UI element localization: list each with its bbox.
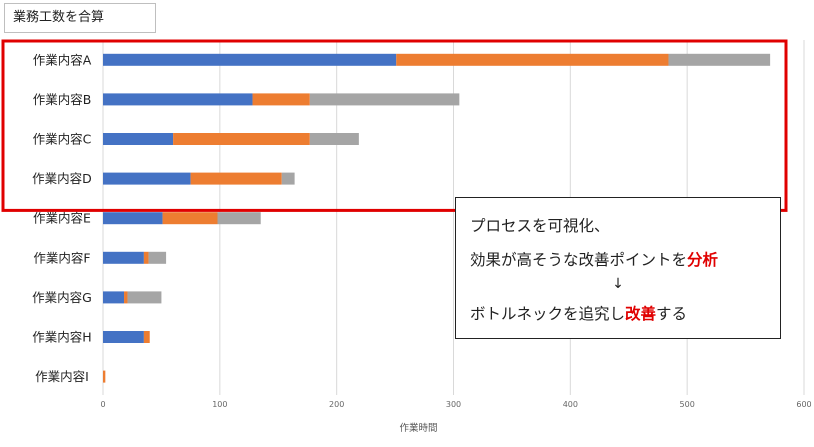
bar-series <box>103 53 771 383</box>
category-label: 作業内容I <box>35 369 89 384</box>
category-label: 作業内容G <box>32 290 92 305</box>
bar-segment-series-3 <box>148 251 167 264</box>
x-tick-label: 0 <box>100 400 105 409</box>
title-box: 業務工数を合算 <box>4 3 156 33</box>
bar-segment-series-2 <box>143 251 149 264</box>
category-label: 作業内容C <box>33 132 92 147</box>
bar-segment-series-2 <box>396 53 669 66</box>
bar-segment-series-3 <box>309 93 460 106</box>
bar-segment-series-2 <box>190 172 282 185</box>
callout-line-4: ボトルネックを追究し改善する <box>470 302 687 324</box>
bar-segment-series-1 <box>103 93 253 106</box>
bar-segment-series-3 <box>127 291 162 304</box>
bar-segment-series-1 <box>103 212 163 225</box>
category-label: 作業内容A <box>33 52 92 67</box>
bar-segment-series-1 <box>103 53 397 66</box>
category-label: 作業内容E <box>33 211 91 226</box>
bar-segment-series-1 <box>103 331 144 343</box>
bar-segment-series-3 <box>309 133 359 145</box>
callout-line-2: 効果が高そうな改善ポイントを分析 <box>470 248 718 270</box>
category-label: 作業内容H <box>32 330 91 345</box>
bar-segment-series-3 <box>668 53 771 66</box>
x-tick-label: 100 <box>212 400 227 409</box>
x-axis-title: 作業時間 <box>399 422 437 434</box>
bar-segment-series-3 <box>281 172 295 185</box>
category-label: 作業内容B <box>33 92 92 107</box>
callout-highlight-analysis: 分析 <box>687 251 719 269</box>
x-tick-labels: 0 100 200 300 400 500 600 <box>100 400 811 409</box>
x-tick-label: 300 <box>446 400 461 409</box>
bar-segment-series-1 <box>103 291 125 304</box>
x-tick-label: 200 <box>329 400 344 409</box>
x-tick-label: 600 <box>796 400 811 409</box>
category-label: 作業内容F <box>33 250 90 265</box>
highlight-box <box>1 39 788 212</box>
callout-box: プロセスを可視化、 効果が高そうな改善ポイントを分析 ↓ ボトルネックを追究し改… <box>455 197 781 339</box>
bar-segment-series-1 <box>103 133 174 145</box>
x-tick-label: 400 <box>563 400 578 409</box>
bar-segment-series-1 <box>103 251 144 264</box>
bar-segment-series-2 <box>252 93 310 106</box>
callout-line-4-text: ボトルネックを追究し <box>470 305 626 323</box>
bar-segment-series-2 <box>143 331 150 343</box>
callout-line-1: プロセスを可視化、 <box>470 217 610 235</box>
bar-segment-series-2 <box>124 291 128 304</box>
bar-segment-series-1 <box>103 172 191 185</box>
bar-segment-series-2 <box>162 212 218 225</box>
callout-highlight-improve: 改善 <box>625 305 657 323</box>
callout-line-4-end: する <box>656 305 688 323</box>
category-label: 作業内容D <box>32 171 92 186</box>
callout-line-2-text: 効果が高そうな改善ポイントを <box>470 251 688 269</box>
x-tick-label: 500 <box>680 400 695 409</box>
callout-arrow: ↓ <box>612 276 624 292</box>
bar-segment-series-2 <box>103 370 106 383</box>
bar-segment-series-3 <box>217 212 261 225</box>
category-labels: 作業内容A 作業内容B 作業内容C 作業内容D 作業内容E 作業内容F 作業内容G 作業内容H… <box>32 52 92 384</box>
bar-segment-series-2 <box>173 133 310 145</box>
